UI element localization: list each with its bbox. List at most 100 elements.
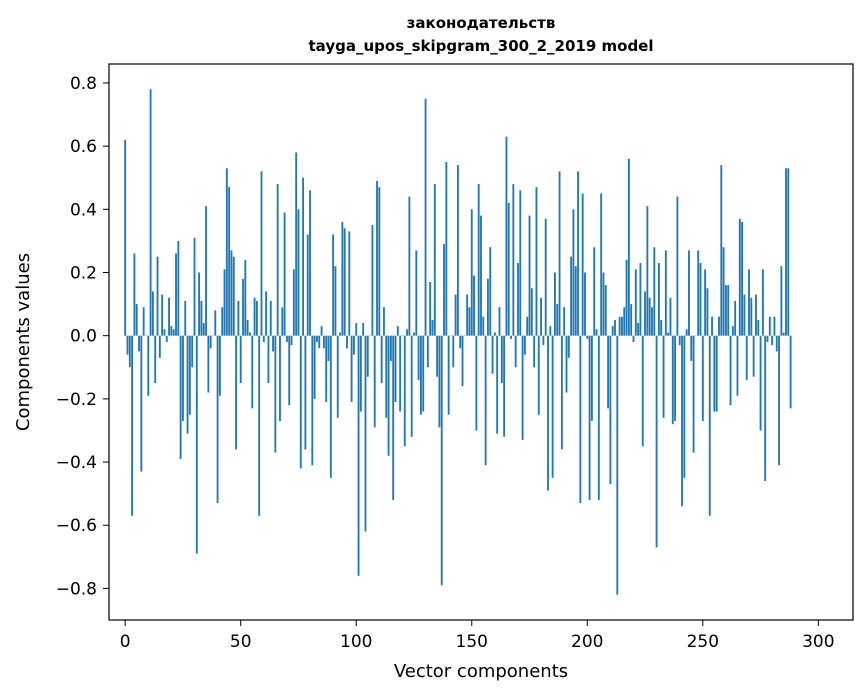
bar-87 bbox=[325, 335, 328, 403]
bar-277 bbox=[764, 335, 767, 481]
bar-240 bbox=[678, 335, 681, 346]
bar-186 bbox=[554, 272, 556, 336]
bar-20 bbox=[170, 326, 173, 336]
bar-24 bbox=[179, 335, 182, 459]
y-axis-label: Components values bbox=[13, 253, 34, 431]
bar-249 bbox=[699, 263, 702, 336]
bar-116 bbox=[392, 335, 395, 500]
bar-163 bbox=[500, 335, 503, 384]
x-tick-label: 0 bbox=[120, 632, 131, 652]
bar-238 bbox=[674, 335, 677, 421]
y-tick-label: 0.4 bbox=[70, 200, 97, 220]
bar-253 bbox=[708, 335, 711, 516]
bar-285 bbox=[782, 332, 785, 336]
bar-57 bbox=[255, 300, 258, 336]
bar-192 bbox=[567, 335, 570, 358]
bar-200 bbox=[586, 335, 589, 339]
bar-211 bbox=[611, 326, 614, 336]
x-tick-label: 200 bbox=[571, 632, 603, 652]
bar-117 bbox=[394, 335, 397, 403]
bar-217 bbox=[625, 259, 628, 336]
bar-78 bbox=[304, 335, 307, 450]
chart-title-line-2: tayga_upos_skipgram_300_2_2019 model bbox=[309, 37, 654, 55]
bar-93 bbox=[339, 332, 341, 336]
bar-172 bbox=[521, 335, 524, 440]
bar-183 bbox=[547, 335, 549, 491]
bar-42 bbox=[221, 307, 224, 336]
bar-37 bbox=[209, 335, 212, 349]
bar-99 bbox=[352, 335, 355, 355]
bar-138 bbox=[443, 244, 445, 336]
bar-225 bbox=[644, 291, 646, 336]
bar-205 bbox=[597, 335, 600, 500]
bar-74 bbox=[295, 152, 298, 336]
bar-86 bbox=[322, 335, 325, 349]
bar-166 bbox=[507, 203, 510, 336]
bar-72 bbox=[290, 335, 293, 346]
bar-80 bbox=[309, 190, 311, 336]
bar-261 bbox=[727, 285, 730, 336]
bar-55 bbox=[251, 335, 254, 409]
bar-79 bbox=[306, 234, 309, 336]
bar-127 bbox=[417, 335, 420, 380]
bar-132 bbox=[429, 281, 432, 336]
bar-65 bbox=[274, 335, 277, 453]
bar-156 bbox=[484, 335, 487, 466]
bar-234 bbox=[664, 250, 667, 336]
bar-270 bbox=[748, 269, 750, 336]
bar-160 bbox=[493, 332, 496, 336]
x-tick-label: 50 bbox=[230, 632, 252, 652]
bar-168 bbox=[512, 184, 515, 336]
bar-135 bbox=[436, 335, 439, 377]
bar-144 bbox=[456, 165, 459, 336]
bar-88 bbox=[327, 335, 330, 361]
bar-206 bbox=[600, 193, 603, 336]
bar-184 bbox=[549, 326, 552, 336]
bar-18 bbox=[165, 335, 168, 342]
bar-266 bbox=[738, 218, 741, 336]
bar-133 bbox=[431, 319, 434, 336]
y-tick-label: −0.2 bbox=[56, 390, 97, 410]
bar-201 bbox=[588, 335, 591, 500]
bar-209 bbox=[607, 335, 610, 409]
bar-54 bbox=[249, 332, 251, 336]
bar-196 bbox=[577, 171, 579, 336]
bar-213 bbox=[616, 335, 619, 595]
bar-115 bbox=[389, 335, 392, 361]
bar-259 bbox=[722, 247, 725, 336]
bar-188 bbox=[558, 171, 561, 336]
bar-137 bbox=[440, 335, 443, 586]
bar-124 bbox=[410, 335, 413, 437]
bar-3 bbox=[131, 335, 134, 516]
bar-153 bbox=[477, 184, 480, 336]
bar-49 bbox=[237, 300, 240, 336]
y-tick-label: 0.0 bbox=[70, 327, 97, 347]
bar-170 bbox=[517, 263, 519, 336]
bar-81 bbox=[311, 335, 314, 466]
bar-21 bbox=[172, 329, 175, 336]
bar-199 bbox=[584, 272, 586, 336]
bar-282 bbox=[775, 335, 778, 352]
y-axis-ticks: −0.8 −0.6 −0.4 −0.2 0.0 0.2 0.4 0.6 0.8 bbox=[56, 74, 109, 599]
bar-193 bbox=[570, 256, 573, 336]
bar-157 bbox=[487, 278, 489, 336]
bar-6 bbox=[138, 335, 140, 352]
bar-85 bbox=[320, 326, 323, 336]
bar-228 bbox=[651, 307, 653, 336]
bar-8 bbox=[142, 307, 145, 336]
bar-111 bbox=[380, 335, 383, 384]
bar-194 bbox=[572, 209, 575, 336]
bar-2 bbox=[128, 335, 131, 368]
bar-181 bbox=[542, 335, 545, 346]
bar-287 bbox=[787, 168, 790, 336]
bar-52 bbox=[244, 259, 247, 336]
bar-212 bbox=[614, 319, 616, 336]
bar-23 bbox=[177, 240, 180, 336]
bar-129 bbox=[422, 335, 425, 412]
plot-frame bbox=[108, 63, 854, 621]
bar-162 bbox=[498, 307, 501, 336]
bar-110 bbox=[378, 187, 381, 336]
bar-263 bbox=[731, 326, 734, 336]
bar-64 bbox=[272, 335, 274, 352]
